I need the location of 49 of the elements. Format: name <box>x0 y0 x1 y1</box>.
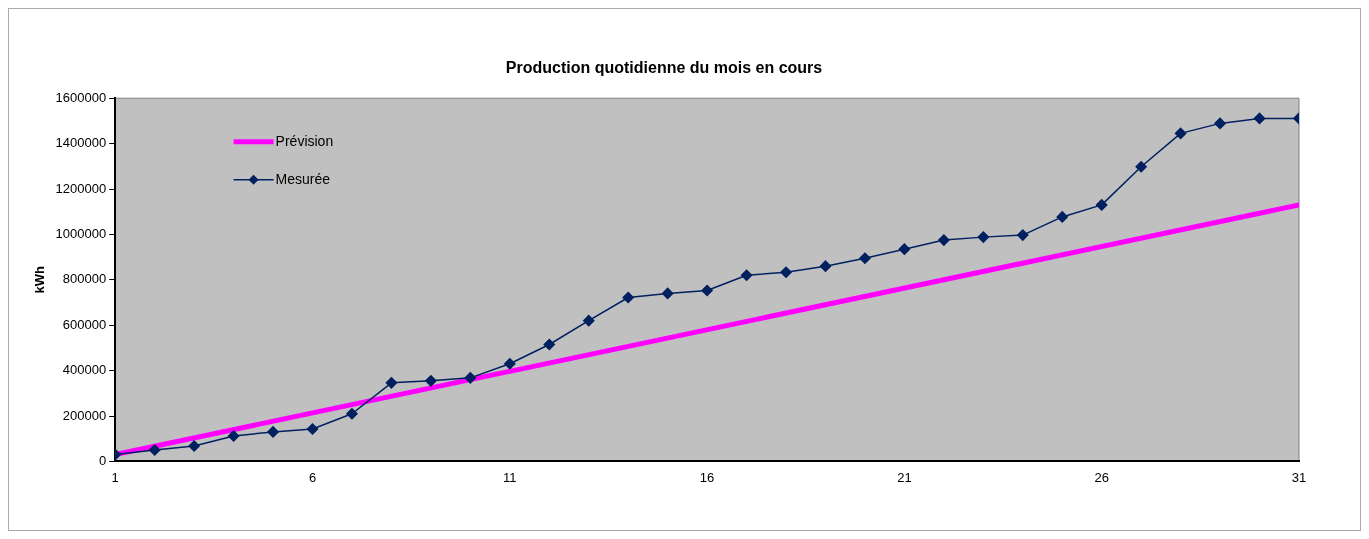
y-tick-label: 400000 <box>62 362 107 378</box>
y-tick-label: 1400000 <box>55 135 107 151</box>
point <box>464 372 477 384</box>
x-tick-label: 16 <box>699 469 715 485</box>
legend-label: Mesurée <box>275 170 331 187</box>
y-tick-label: 1000000 <box>55 225 107 241</box>
y-tick-label: 200000 <box>62 407 107 423</box>
point <box>740 269 753 282</box>
point <box>977 231 990 243</box>
chart-title: Production quotidienne du mois en cours <box>505 59 823 77</box>
y-tick-label: 600000 <box>62 316 107 332</box>
point <box>780 266 792 279</box>
point <box>582 314 595 327</box>
point <box>859 252 871 264</box>
point <box>622 291 634 304</box>
y-tick-label: 0 <box>98 452 107 468</box>
x-tick-label: 21 <box>897 469 912 485</box>
x-tick-label: 26 <box>1094 469 1109 485</box>
point <box>938 234 950 246</box>
y-tick-label: 800000 <box>62 271 107 287</box>
point <box>346 407 358 420</box>
point <box>543 338 556 351</box>
point <box>306 423 319 435</box>
y-tick-label: 1600000 <box>55 89 107 105</box>
point <box>425 375 437 387</box>
point <box>1214 117 1226 130</box>
point <box>661 287 674 300</box>
point <box>148 444 161 456</box>
point <box>227 430 240 442</box>
point <box>898 243 911 255</box>
x-tick-label: 11 <box>503 469 517 485</box>
y-tick-label: 1200000 <box>55 180 107 196</box>
point <box>504 358 516 370</box>
x-tick-label: 6 <box>308 469 317 485</box>
y-axis-title: kWh <box>32 266 48 294</box>
point <box>188 440 200 452</box>
x-tick-label: 31 <box>1291 469 1307 485</box>
point <box>819 260 832 272</box>
x-tick-label: 1 <box>111 469 119 485</box>
point <box>267 426 279 438</box>
point <box>1017 229 1029 241</box>
point <box>1135 161 1147 173</box>
point <box>701 284 713 297</box>
point <box>1253 112 1266 125</box>
point <box>1056 211 1068 223</box>
point <box>1095 199 1108 211</box>
point <box>385 377 398 389</box>
point <box>1174 127 1187 140</box>
legend-label: Prévision <box>275 132 334 149</box>
